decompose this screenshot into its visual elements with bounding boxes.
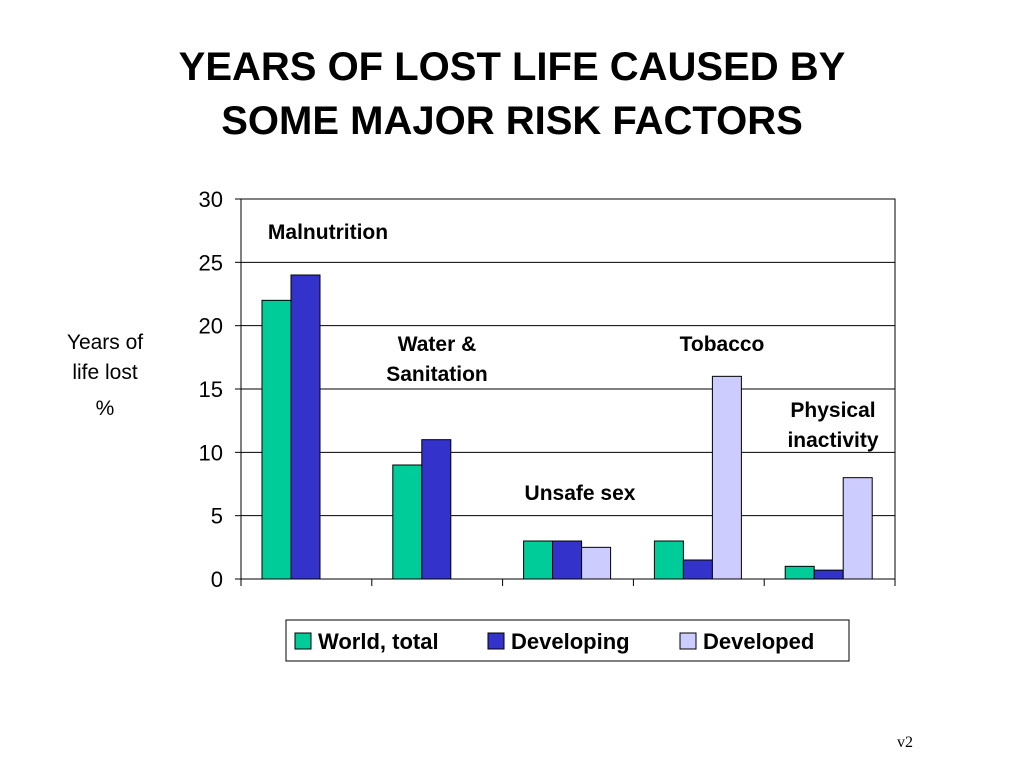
y-tick-label: 5 bbox=[211, 504, 223, 529]
bar bbox=[290, 274, 321, 580]
bar bbox=[813, 569, 844, 580]
legend-label: Developing bbox=[511, 629, 630, 654]
category-label: Malnutrition bbox=[268, 221, 388, 244]
category-label: Water & bbox=[398, 333, 477, 356]
bar bbox=[421, 439, 452, 580]
bar bbox=[682, 559, 713, 580]
category-label: Unsafe sex bbox=[525, 482, 636, 505]
bar bbox=[581, 546, 612, 580]
bar bbox=[653, 540, 684, 580]
legend-label: World, total bbox=[318, 629, 439, 654]
y-tick-label: 0 bbox=[211, 567, 223, 592]
legend-swatch bbox=[679, 632, 697, 650]
y-axis-label-line-1: Years of bbox=[66, 331, 144, 354]
y-axis-label-line-2: life lost bbox=[72, 361, 138, 384]
y-tick-label: 15 bbox=[199, 377, 223, 402]
version-label: v2 bbox=[897, 734, 913, 751]
bar bbox=[711, 375, 742, 580]
bar bbox=[784, 565, 815, 580]
bar bbox=[842, 477, 873, 580]
category-label: Tobacco bbox=[680, 333, 765, 356]
slide-title: YEARS OF LOST LIFE CAUSED BY SOME MAJOR … bbox=[0, 40, 1024, 148]
title-line-2: SOME MAJOR RISK FACTORS bbox=[221, 99, 803, 143]
y-tick-label: 20 bbox=[199, 314, 223, 339]
legend-swatch bbox=[487, 632, 505, 650]
bar bbox=[552, 540, 583, 580]
bar bbox=[261, 299, 292, 580]
category-label: inactivity bbox=[787, 429, 878, 452]
bar bbox=[523, 540, 554, 580]
legend-swatch bbox=[294, 632, 312, 650]
legend bbox=[285, 619, 850, 662]
bar bbox=[392, 464, 423, 580]
category-label: Sanitation bbox=[386, 363, 488, 386]
title-line-1: YEARS OF LOST LIFE CAUSED BY bbox=[178, 45, 846, 89]
category-label: Physical bbox=[790, 399, 875, 422]
y-axis-unit: % bbox=[95, 397, 115, 420]
y-tick-label: 25 bbox=[199, 250, 223, 275]
legend-label: Developed bbox=[703, 629, 814, 654]
y-tick-label: 30 bbox=[199, 187, 223, 212]
y-tick-label: 10 bbox=[199, 440, 223, 465]
y-axis-label: Years of life lost % bbox=[40, 328, 170, 424]
